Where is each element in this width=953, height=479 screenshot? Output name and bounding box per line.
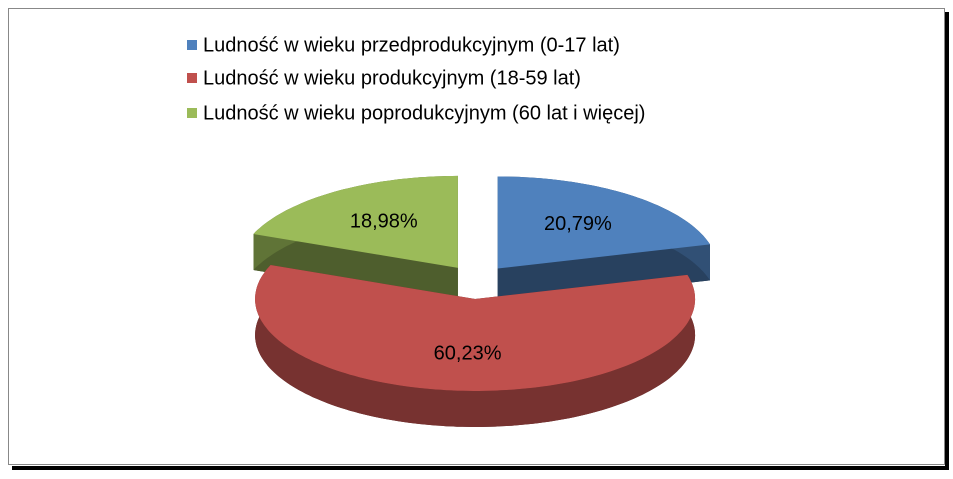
slice-top: [253, 175, 458, 268]
slice-top: [255, 265, 696, 391]
legend-text: Ludność w wieku przedprodukcyjnym (0-17 …: [203, 34, 620, 56]
pie-slice: [255, 265, 696, 427]
slice-wall: [497, 244, 710, 305]
legend-swatch: [187, 40, 197, 50]
data-label: 60,23%: [434, 342, 502, 364]
legend-swatch: [187, 73, 197, 83]
legend-text: Ludność w wieku produkcyjnym (18-59 lat): [203, 67, 581, 89]
legend: Ludność w wieku przedprodukcyjnym (0-17 …: [187, 34, 645, 124]
pie-slice: [253, 175, 458, 304]
data-label: 18,98%: [350, 211, 418, 233]
data-label: 20,79%: [544, 213, 612, 235]
slice-side: [255, 265, 696, 427]
legend-text: Ludność w wieku poprodukcyjnym (60 lat i…: [203, 102, 645, 124]
slice-wall: [253, 234, 458, 304]
pie: 20,79% 60,23% 18,98%: [253, 175, 710, 427]
slice-top: [497, 176, 710, 269]
legend-swatch: [187, 108, 197, 118]
